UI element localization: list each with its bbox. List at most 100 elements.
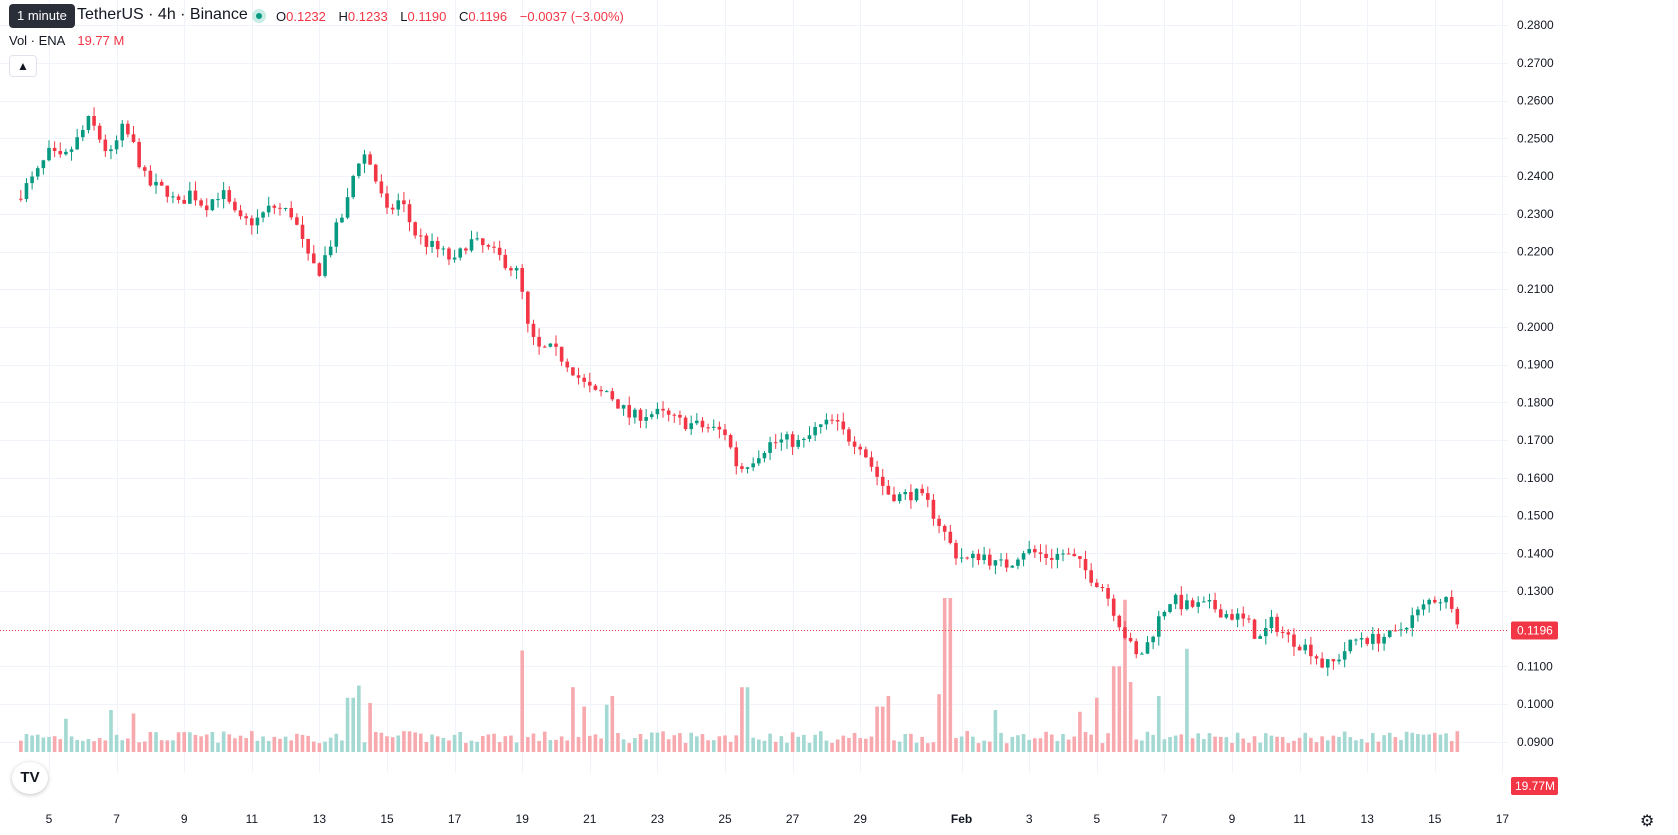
candle-body	[1066, 553, 1071, 555]
price-tick-label: 0.2000	[1517, 320, 1554, 334]
time-axis[interactable]: 5 7 9 11 13 15 17 19 21 23 25 27 29 Feb 3 5 7 9 11 13 15 17	[46, 812, 1510, 826]
symbol-title[interactable]: TetherUS · 4h · Binance	[77, 6, 248, 23]
volume-bar	[58, 739, 63, 752]
candle-body	[486, 245, 491, 247]
candle-body	[75, 137, 79, 150]
volume-bar	[807, 742, 812, 752]
gear-icon[interactable]: ⚙	[1640, 813, 1655, 830]
volume-bar	[559, 736, 564, 752]
volume-bar	[244, 738, 248, 752]
volume-bar	[351, 697, 355, 752]
volume-bar	[1309, 737, 1313, 752]
candle-body	[1111, 598, 1116, 616]
volume-bar	[700, 734, 705, 752]
volume-bar	[661, 731, 665, 752]
candle-body	[965, 557, 970, 559]
candle-body	[1190, 600, 1195, 607]
price-tick-label: 0.2200	[1517, 245, 1554, 259]
volume-bar	[1241, 738, 1246, 752]
candle-body	[610, 391, 615, 400]
candle-body	[357, 163, 361, 176]
time-tick-label: 23	[651, 812, 665, 826]
price-tick-label: 0.1800	[1517, 395, 1554, 409]
low-label: L	[400, 9, 408, 24]
time-tick-label: 11	[246, 812, 259, 826]
candle-body	[559, 346, 564, 362]
volume-bar	[706, 740, 710, 752]
volume-bar	[424, 741, 429, 752]
candle-body	[255, 217, 260, 226]
candle-body	[1297, 646, 1302, 651]
chevron-up-icon[interactable]: ▲	[9, 55, 37, 77]
candle-body	[858, 446, 862, 450]
volume-bar	[779, 736, 784, 752]
volume-bar	[464, 742, 468, 752]
volume-bar	[216, 742, 220, 752]
volume-bar	[362, 742, 367, 752]
volume-bar	[892, 740, 896, 752]
candle-body	[261, 212, 265, 218]
candle-body	[435, 241, 440, 250]
candle-body	[1145, 642, 1150, 654]
volume-bar	[604, 704, 609, 752]
volume-bar	[818, 731, 823, 752]
candle-body	[830, 419, 834, 421]
time-tick-label: 17	[1496, 812, 1510, 826]
volume-bar	[458, 731, 463, 752]
price-axis[interactable]: 0.2800 0.2700 0.2600 0.2500 0.2400 0.2300 0.22…	[1511, 18, 1558, 795]
price-tick-label: 0.2700	[1517, 56, 1554, 70]
candle-body	[548, 343, 553, 347]
volume-bar	[486, 734, 491, 752]
candle-body	[886, 485, 891, 495]
candle-body	[171, 196, 175, 198]
market-status-icon[interactable]	[252, 9, 266, 23]
candle-body	[847, 429, 851, 442]
volume-bar	[745, 687, 750, 752]
candle-body	[1156, 616, 1161, 637]
high-label: H	[338, 9, 348, 24]
volume-bar	[1224, 737, 1229, 752]
candle-body	[1348, 639, 1353, 652]
volume-bar	[942, 598, 947, 752]
candle-body	[368, 154, 372, 165]
volume-bar	[666, 739, 671, 752]
volume-bar	[1455, 731, 1460, 752]
candle-body	[818, 424, 823, 427]
volume-bar	[452, 734, 457, 752]
candle-body	[503, 254, 508, 269]
candle-body	[334, 222, 339, 247]
volume-bar	[1438, 734, 1443, 752]
candle-body	[379, 181, 384, 194]
candle-body	[1421, 604, 1426, 610]
volume-bar	[588, 735, 592, 752]
volume-bar	[1033, 738, 1037, 752]
candle-body	[1224, 614, 1229, 618]
candle-body	[419, 235, 423, 237]
volume-bar	[852, 732, 857, 752]
tradingview-logo-icon[interactable]: TV	[12, 762, 48, 794]
candle-body	[1049, 557, 1054, 560]
time-tick-label: 7	[113, 812, 120, 826]
volume-bar	[1433, 732, 1437, 752]
volume-bar	[965, 731, 970, 752]
volume-bar	[1162, 739, 1167, 752]
volume-bar	[159, 740, 164, 752]
candle-body	[407, 204, 412, 223]
candle-body	[931, 499, 936, 519]
candle-body	[954, 542, 958, 559]
candle-body	[64, 151, 68, 155]
candle-body	[216, 199, 220, 201]
volume-bar	[903, 733, 908, 752]
volume-bar	[261, 736, 265, 752]
volume-bar	[41, 737, 46, 752]
volume-bar	[233, 738, 237, 752]
candle-body	[790, 434, 795, 447]
candle-body	[779, 439, 784, 443]
candle-body	[807, 435, 812, 439]
candle-body	[323, 255, 327, 276]
candle-body	[909, 492, 913, 501]
volume-bar	[1314, 742, 1319, 752]
candle-body	[875, 466, 879, 477]
volume-bar	[717, 736, 722, 752]
